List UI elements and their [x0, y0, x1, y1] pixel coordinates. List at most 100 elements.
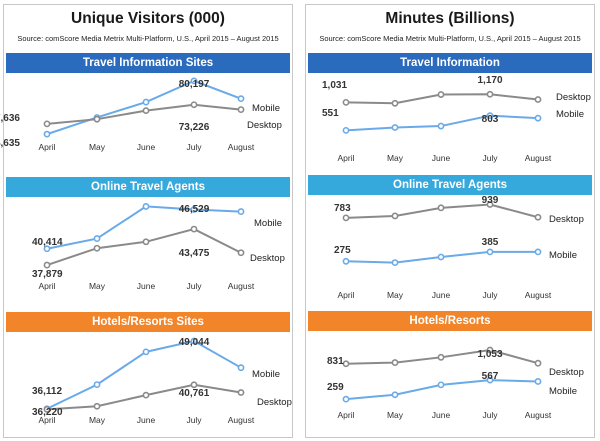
series-line-desktop: [46, 228, 242, 267]
point-mobile-june: [437, 253, 445, 261]
point-mobile-june: [437, 381, 445, 389]
chart-1: Mobile Desktop 40,414 37,879 46,529 43,475 Apr…: [32, 203, 285, 291]
chart-title-travel-information: Travel Information: [308, 53, 592, 73]
point-mobile-june: [142, 203, 150, 210]
point-mobile-july: [190, 77, 198, 85]
point-mobile-july: [486, 376, 494, 384]
x-tick-label: August: [228, 142, 255, 152]
x-tick-label: July: [186, 142, 202, 152]
x-tick-label: June: [432, 153, 451, 163]
series-label-mobile: Mobile: [556, 109, 584, 120]
series-label-desktop: Desktop: [247, 120, 282, 131]
data-label: 37,879: [32, 269, 63, 280]
point-desktop-july: [486, 201, 494, 208]
x-tick-label: July: [186, 281, 202, 291]
x-tick-label: June: [432, 290, 451, 300]
x-tick-label: May: [89, 281, 106, 291]
x-tick-label: July: [482, 290, 498, 300]
point-mobile-august: [534, 114, 542, 122]
point-desktop-july: [486, 90, 494, 98]
point-desktop-june: [142, 107, 150, 115]
chart-title-online-travel-agents-visitors: Online Travel Agents: [6, 177, 290, 197]
data-label: 939: [482, 195, 499, 206]
x-tick-label: April: [337, 153, 354, 163]
point-mobile-april: [43, 130, 51, 138]
point-mobile-may: [93, 235, 101, 242]
point-desktop-june: [142, 238, 150, 246]
x-tick-label: July: [482, 153, 498, 163]
data-label: 385: [482, 237, 499, 248]
point-desktop-april: [43, 261, 51, 269]
x-tick-label: June: [137, 415, 156, 425]
point-desktop-june: [437, 204, 445, 212]
chart-title-travel-information-sites: Travel Information Sites: [6, 53, 290, 73]
point-mobile-july: [486, 112, 494, 120]
point-desktop-april: [342, 360, 350, 368]
minutes-title: Minutes (Billions): [385, 10, 515, 27]
data-label: 67,636: [0, 113, 20, 124]
x-tick-label: May: [89, 142, 106, 152]
point-desktop-july: [190, 225, 198, 233]
point-mobile-august: [534, 378, 542, 385]
x-tick-label: August: [525, 153, 552, 163]
data-label: 64,635: [0, 138, 20, 149]
point-mobile-may: [391, 124, 399, 131]
data-label: 46,529: [179, 204, 210, 215]
point-desktop-june: [437, 353, 445, 361]
x-tick-label: June: [432, 410, 451, 420]
point-desktop-april: [342, 98, 350, 106]
point-mobile-may: [391, 259, 399, 266]
chart-title-hotels-resorts: Hotels/Resorts: [308, 311, 592, 331]
point-mobile-june: [142, 98, 150, 106]
point-mobile-may: [391, 391, 399, 399]
unique-visitors-panel: Unique Visitors (000) Source: comScore M…: [3, 4, 293, 438]
data-label: 1,170: [477, 75, 502, 86]
point-desktop-august: [237, 389, 245, 396]
series-label-desktop: Desktop: [250, 253, 285, 264]
point-desktop-august: [534, 359, 542, 367]
data-label: 783: [334, 203, 351, 214]
x-tick-label: May: [387, 290, 404, 300]
point-desktop-april: [43, 405, 51, 413]
point-mobile-april: [43, 245, 51, 253]
point-desktop-may: [391, 99, 399, 107]
data-label: 259: [327, 382, 344, 393]
point-mobile-july: [190, 337, 198, 345]
point-desktop-june: [142, 391, 150, 399]
data-label: 80,197: [179, 79, 210, 90]
data-label: 1,053: [477, 349, 502, 360]
data-label: 43,475: [179, 248, 210, 259]
point-mobile-july: [190, 206, 198, 213]
point-desktop-august: [534, 96, 542, 103]
series-label-desktop: Desktop: [549, 214, 584, 225]
point-desktop-june: [437, 91, 445, 98]
point-desktop-august: [237, 106, 245, 114]
x-tick-label: July: [482, 410, 498, 420]
data-label: 49,044: [179, 337, 210, 348]
point-mobile-june: [437, 122, 445, 130]
data-label: 567: [482, 371, 499, 382]
point-desktop-april: [342, 214, 350, 222]
x-tick-label: April: [38, 281, 55, 291]
chart-title-hotels-resorts-sites: Hotels/Resorts Sites: [6, 312, 290, 332]
chart-0: Mobile Desktop 67,636 64,635 80,197 73,226 Apr…: [0, 77, 282, 152]
chart-title-online-travel-agents-minutes: Online Travel Agents: [308, 175, 592, 195]
x-tick-label: August: [228, 415, 255, 425]
data-label: 831: [327, 356, 344, 367]
series-label-mobile: Mobile: [254, 218, 282, 229]
point-desktop-may: [93, 115, 101, 123]
minutes-source: Source: comScore Media Metrix Multi-Plat…: [319, 34, 581, 43]
x-tick-label: May: [387, 410, 404, 420]
x-tick-label: May: [387, 153, 404, 163]
data-label: 551: [322, 108, 339, 119]
x-tick-label: April: [337, 410, 354, 420]
series-label-mobile: Mobile: [549, 386, 577, 397]
point-desktop-july: [486, 346, 494, 354]
data-label: 40,761: [179, 388, 210, 399]
unique-visitors-title: Unique Visitors (000): [71, 10, 225, 27]
point-desktop-august: [534, 213, 542, 221]
x-tick-label: May: [89, 415, 106, 425]
data-label: 40,414: [32, 237, 63, 248]
x-tick-label: July: [186, 415, 202, 425]
